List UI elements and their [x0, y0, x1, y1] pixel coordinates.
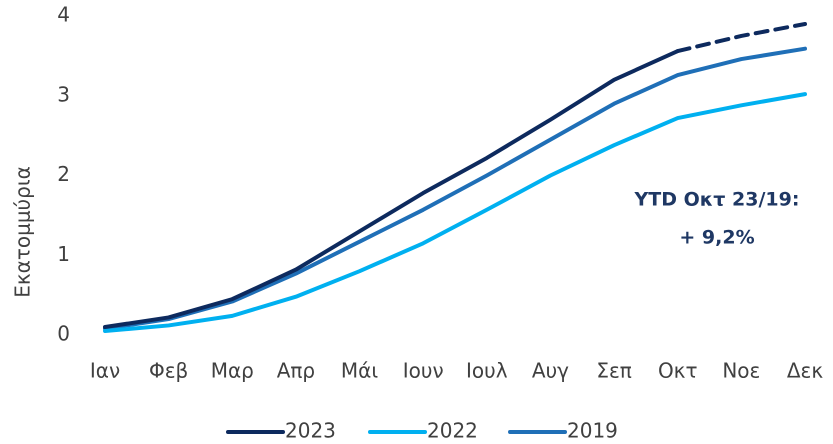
x-tick-label: Δεκ: [787, 359, 823, 383]
line-dashed: [675, 21, 807, 54]
line: [103, 92, 807, 334]
line: [103, 49, 680, 330]
x-tick-label: Αυγ: [532, 359, 569, 383]
y-tick-label: 3: [57, 82, 70, 106]
annotation: + 9,2%: [679, 227, 754, 249]
x-tick-label: Φεβ: [149, 359, 188, 383]
legend-label: 2022: [427, 419, 478, 443]
legend-label: 2019: [567, 419, 618, 443]
x-tick-label: Απρ: [277, 359, 315, 383]
y-tick-label: 0: [57, 322, 70, 346]
legend-label: 2023: [285, 419, 336, 443]
x-tick-label: Σεπ: [596, 359, 632, 383]
x-tick-label: Ιουν: [403, 359, 444, 383]
x-tick-label: Μαρ: [211, 359, 254, 383]
y-axis-label: Εκατομμύρια: [11, 166, 35, 298]
x-tick-label: Μάι: [341, 359, 378, 383]
annotation: YTD Οκτ 23/19:: [634, 189, 800, 211]
x-tick-label: Νοε: [722, 359, 760, 383]
y-tick-label: 4: [57, 3, 70, 27]
x-tick-label: Οκτ: [658, 359, 698, 383]
y-tick-label: 1: [57, 242, 70, 266]
x-tick-label: Ιαν: [90, 359, 120, 383]
y-tick-label: 2: [57, 162, 70, 186]
line: [103, 46, 807, 331]
x-tick-label: Ιουλ: [466, 359, 508, 383]
